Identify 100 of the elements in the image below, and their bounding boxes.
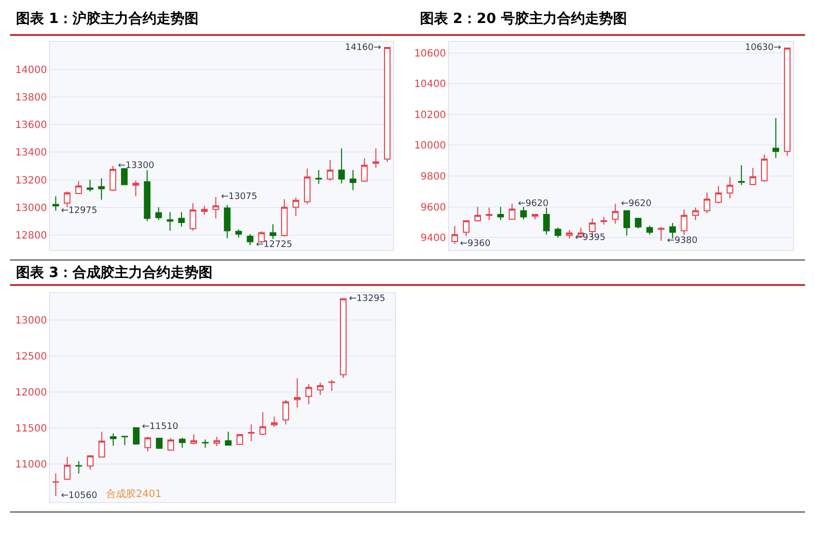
candlestick — [52, 196, 60, 212]
candlestick — [248, 424, 255, 442]
candlestick — [340, 298, 347, 379]
candlestick — [224, 431, 232, 446]
candlestick — [132, 426, 140, 445]
y-tick-label: 12500 — [15, 352, 47, 363]
y-tick-label: 9600 — [420, 202, 446, 214]
candlestick — [738, 164, 745, 186]
candlestick — [259, 412, 266, 436]
y-tick-label: 9400 — [420, 233, 446, 244]
candlestick — [566, 229, 573, 239]
candlestick — [224, 204, 231, 239]
y-tick-label: 13200 — [15, 175, 47, 186]
candlestick — [692, 207, 699, 220]
candlestick — [281, 198, 288, 238]
candlestick — [486, 207, 492, 220]
candlestick — [646, 225, 653, 236]
y-tick-label: 10600 — [414, 48, 446, 60]
candlestick — [612, 203, 619, 224]
candlestick — [305, 384, 312, 405]
candlestick — [761, 154, 768, 182]
candlestick — [121, 435, 128, 446]
annotation: ←13295 — [349, 294, 386, 304]
annotation: ←9395 — [575, 233, 606, 243]
candlestick — [282, 400, 290, 425]
candlestick — [110, 165, 116, 192]
candlestick — [110, 432, 117, 446]
chart-title: 图表 3：合成胶主力合约走势图 — [16, 264, 213, 281]
annotation: 10630→ — [745, 43, 782, 53]
candlestick — [726, 176, 734, 199]
candlestick — [294, 378, 301, 408]
annotation: 14160→ — [345, 43, 382, 53]
candlestick — [474, 206, 481, 222]
candlestick — [235, 228, 242, 238]
candlestick — [86, 179, 94, 192]
candlestick — [315, 170, 322, 184]
annotation: 合成胶2401 — [106, 488, 162, 500]
candlestick — [316, 382, 324, 396]
candlestick — [532, 214, 538, 220]
y-tick-label: 12800 — [15, 230, 47, 242]
candlestick — [213, 436, 220, 447]
candlestick — [554, 227, 562, 238]
candlestick — [121, 168, 128, 186]
candlestick — [704, 192, 710, 214]
candlestick — [508, 203, 516, 220]
candlestick — [772, 117, 780, 158]
candlestick — [212, 196, 220, 219]
annotation: ←9360 — [460, 239, 491, 249]
candlestick — [623, 210, 630, 236]
candlestick — [202, 438, 209, 448]
y-tick-label: 13400 — [15, 148, 47, 159]
candlestick — [75, 180, 82, 194]
candlestick — [292, 197, 300, 216]
y-tick-label: 11500 — [15, 424, 47, 435]
y-tick-label: 13000 — [15, 316, 47, 327]
candlestick — [520, 206, 527, 220]
y-tick-label: 10200 — [414, 110, 446, 121]
candlestick — [132, 180, 140, 197]
annotation: ←11510 — [142, 422, 178, 432]
y-tick-label: 14000 — [15, 65, 47, 76]
y-tick-label: 13800 — [15, 92, 47, 104]
candlestick — [350, 170, 356, 191]
candlestick — [361, 158, 368, 182]
y-tick-label: 10000 — [414, 140, 446, 152]
y-tick-label: 12000 — [15, 388, 47, 399]
candlestick — [98, 178, 105, 200]
candlestick — [144, 170, 150, 222]
candlestick — [462, 220, 470, 237]
candlestick — [167, 437, 174, 451]
candlestick — [178, 437, 186, 448]
chart-title: 图表 2：20 号胶主力合约走势图 — [420, 10, 627, 27]
candlestick — [64, 456, 71, 481]
candlestick — [338, 148, 345, 184]
annotation: ←9620 — [621, 199, 652, 209]
candlestick — [166, 212, 174, 232]
candlestick — [372, 148, 380, 168]
candlestick — [634, 218, 642, 229]
chart-title: 图表 1：沪胶主力合约走势图 — [16, 10, 199, 27]
candlestick — [543, 207, 550, 236]
candlestick — [156, 437, 163, 449]
candlestick — [680, 208, 688, 236]
annotation: ←13075 — [221, 192, 258, 202]
y-tick-label: 11000 — [15, 460, 47, 471]
candlestick — [715, 186, 722, 204]
candlestick — [144, 436, 152, 452]
y-tick-label: 13600 — [15, 120, 47, 132]
candlestick — [326, 160, 334, 182]
candlestick — [98, 431, 106, 458]
candlestick — [75, 460, 82, 474]
candlestick — [328, 379, 336, 392]
candlestick — [236, 434, 244, 445]
annotation: ←9620 — [518, 199, 549, 209]
candlestick — [246, 234, 254, 246]
candlestick — [201, 205, 208, 216]
candlestick — [658, 226, 664, 242]
candlestick — [304, 168, 311, 205]
annotation: ←10560 — [61, 491, 98, 501]
annotation: ←12975 — [61, 206, 98, 216]
annotation: ←12725 — [256, 240, 292, 250]
candlestick — [155, 206, 162, 220]
